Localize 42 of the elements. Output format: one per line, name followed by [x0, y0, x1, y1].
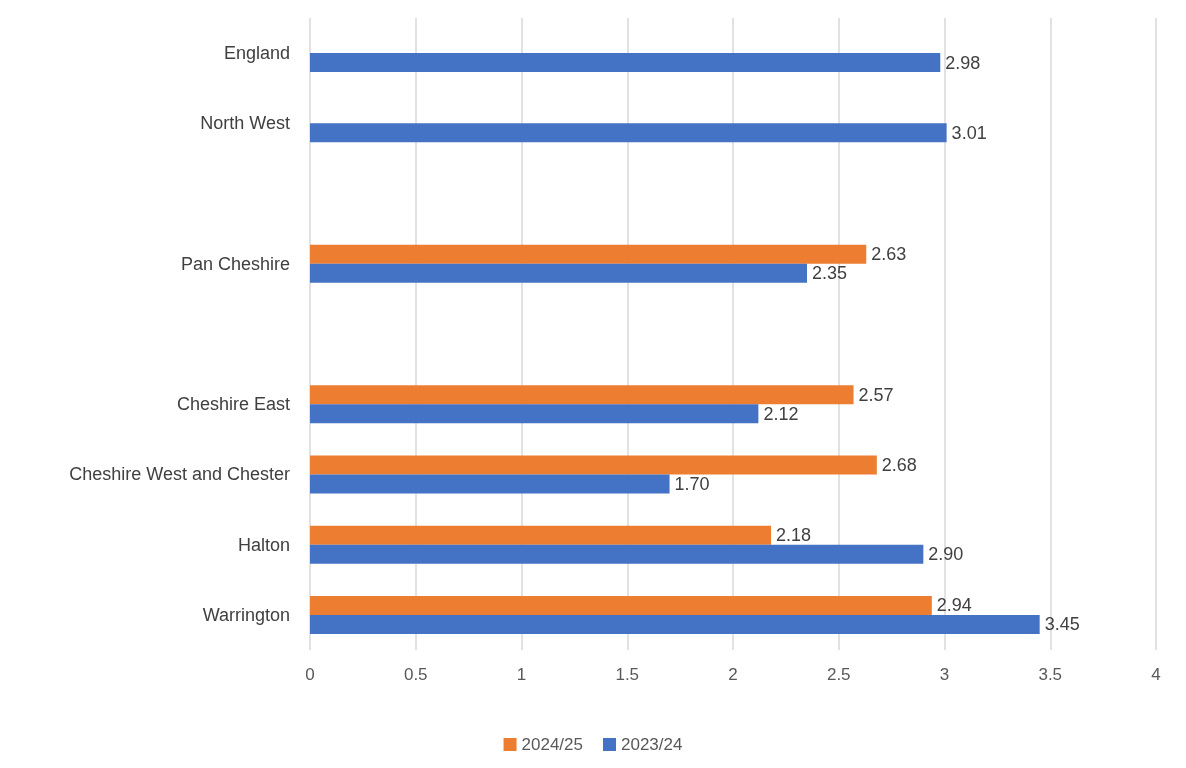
data-label: 2.18 [776, 525, 812, 546]
bar [310, 474, 670, 494]
x-tick-label: 1 [516, 665, 527, 684]
x-tick-label: 4 [1151, 665, 1161, 684]
x-tick-label: 3.5 [1038, 665, 1063, 684]
bar [310, 244, 867, 264]
y-tick-label: Pan Cheshire [180, 253, 290, 274]
x-tick-label: 0 [305, 665, 315, 684]
data-label: 2.68 [881, 454, 917, 475]
data-label: 2.35 [812, 263, 848, 284]
bar [310, 525, 772, 545]
bar [310, 614, 1040, 634]
bar [310, 263, 808, 283]
bar [310, 595, 932, 615]
y-tick-label: England [223, 43, 290, 64]
data-label: 2.94 [936, 595, 972, 616]
data-label: 1.70 [674, 473, 710, 494]
x-tick-label: 2 [728, 665, 738, 684]
bar [310, 53, 941, 73]
x-tick-label: 0.5 [403, 665, 428, 684]
data-label: 2.98 [945, 52, 981, 73]
y-tick-label: Cheshire East [176, 394, 290, 415]
bar [310, 544, 924, 564]
x-tick-label: 3 [939, 665, 950, 684]
y-tick-label: Cheshire West and Chester [69, 464, 290, 485]
y-tick-label: Warrington [202, 604, 290, 625]
data-label: 2.57 [858, 384, 894, 405]
bar [310, 404, 759, 424]
data-label: 2.63 [871, 244, 907, 265]
data-label: 2.12 [763, 403, 799, 424]
x-tick-label: 1.5 [615, 665, 640, 684]
y-tick-label: North West [200, 113, 290, 134]
data-label: 2.90 [928, 544, 964, 565]
bar [310, 123, 947, 143]
x-tick-label: 2.5 [826, 665, 851, 684]
bar [310, 455, 877, 475]
legend-label: 2023/24 [621, 735, 683, 754]
data-label: 3.01 [951, 122, 987, 143]
legend-label: 2024/25 [521, 735, 583, 754]
bar [310, 385, 854, 405]
data-label: 3.45 [1044, 614, 1080, 635]
y-tick-label: Halton [237, 534, 290, 555]
